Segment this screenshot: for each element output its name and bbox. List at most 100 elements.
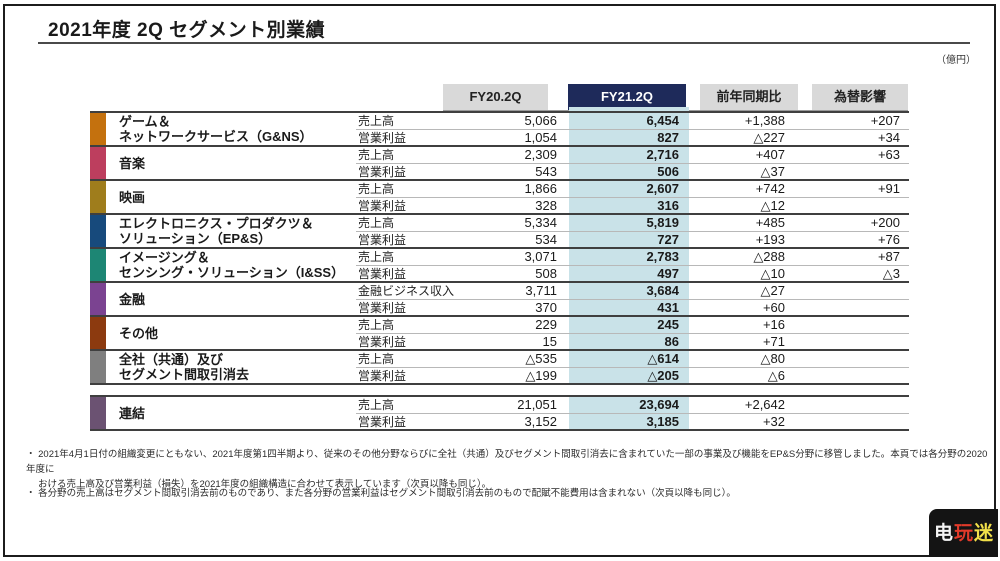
value-yoy: △227 bbox=[689, 129, 799, 145]
consolidated-table: 連結 売上高 21,051 23,694 +2,642 営業利益 3,152 3… bbox=[90, 395, 909, 431]
metric-label: 営業利益 bbox=[356, 333, 456, 349]
unit-label: （億円） bbox=[936, 55, 976, 66]
table-row-consolidated: 連結 売上高 21,051 23,694 +2,642 営業利益 3,152 3… bbox=[90, 397, 909, 431]
metric-label: 営業利益 bbox=[356, 129, 456, 145]
segment-color-bar bbox=[90, 113, 106, 145]
value-fx: +91 bbox=[877, 181, 900, 196]
segment-name: イメージング＆ センシング・ソリューション（I&SS） bbox=[119, 250, 345, 280]
value-fy21: 245 bbox=[569, 317, 689, 333]
segment-name: 音楽 bbox=[119, 155, 146, 171]
metric-label: 営業利益 bbox=[356, 367, 456, 383]
value-yoy: △37 bbox=[689, 163, 799, 179]
value-fx bbox=[799, 163, 909, 179]
value-fx: +200 bbox=[870, 215, 900, 230]
value-fx: +207 bbox=[870, 113, 900, 128]
table-row-pictures: 映画 売上高 1,866 2,607 +742 +91 営業利益 328 316… bbox=[90, 181, 909, 215]
value-yoy: +2,642 bbox=[744, 397, 785, 412]
page-title: 2021年度 2Q セグメント別業績 bbox=[48, 20, 326, 41]
value-yoy: +193 bbox=[689, 231, 799, 247]
value-fy20: 508 bbox=[456, 265, 569, 281]
fy21-highlight-band bbox=[569, 107, 689, 113]
value-fx bbox=[799, 317, 909, 333]
column-header-fy21: FY21.2Q bbox=[568, 84, 686, 110]
value-fy21: 3,684 bbox=[569, 283, 689, 299]
value-fy21: 2,783 bbox=[569, 249, 689, 265]
footnote-2: ・ 各分野の売上高はセグメント間取引消去前のものであり、また各分野の営業利益はセ… bbox=[26, 488, 736, 499]
value-fy21: △614 bbox=[569, 351, 689, 367]
table-row-corporate: 全社（共通）及び セグメント間取引消去 売上高 △535 △614 △80 営業利… bbox=[90, 351, 909, 385]
metric-label: 売上高 bbox=[358, 250, 395, 264]
value-fx bbox=[799, 197, 909, 213]
segment-color-bar bbox=[90, 317, 106, 349]
value-yoy: △12 bbox=[689, 197, 799, 213]
table-row-eps: エレクトロニクス・プロダクツ＆ ソリューション（EP&S） 売上高 5,334 5… bbox=[90, 215, 909, 249]
value-fy21: 497 bbox=[569, 265, 689, 281]
value-fx: △3 bbox=[799, 265, 909, 281]
value-fx bbox=[799, 397, 909, 413]
value-yoy: +742 bbox=[755, 181, 785, 196]
metric-label: 売上高 bbox=[358, 398, 395, 412]
value-fy21: 3,185 bbox=[569, 413, 689, 429]
segment-name: 全社（共通）及び セグメント間取引消去 bbox=[119, 352, 250, 382]
value-yoy: +485 bbox=[755, 215, 785, 230]
title-underline bbox=[38, 42, 970, 44]
value-fx bbox=[799, 283, 909, 299]
value-fy20: 229 bbox=[535, 317, 557, 332]
value-fx bbox=[799, 367, 909, 383]
metric-label: 営業利益 bbox=[356, 197, 456, 213]
value-fy20: 1,866 bbox=[524, 181, 557, 196]
value-fx bbox=[799, 299, 909, 315]
value-yoy: +407 bbox=[755, 147, 785, 162]
value-fy20: 21,051 bbox=[517, 397, 557, 412]
table-row-other: その他 売上高 229 245 +16 営業利益 15 86 +71 bbox=[90, 317, 909, 351]
column-header-yoy: 前年同期比 bbox=[700, 84, 798, 110]
watermark-logo: 电玩迷 bbox=[929, 509, 998, 557]
value-fx: +76 bbox=[799, 231, 909, 247]
value-fy20: 15 bbox=[456, 333, 569, 349]
value-fy21: 6,454 bbox=[569, 113, 689, 129]
segment-name: その他 bbox=[119, 325, 159, 341]
value-fy21: 23,694 bbox=[569, 397, 689, 413]
value-yoy: △80 bbox=[760, 351, 785, 366]
table-row-gns: ゲーム＆ ネットワークサービス（G&NS） 売上高 5,066 6,454 +1,… bbox=[90, 113, 909, 147]
value-fy20: 5,334 bbox=[524, 215, 557, 230]
value-fy20: 5,066 bbox=[524, 113, 557, 128]
value-fy21: △205 bbox=[569, 367, 689, 383]
segment-color-bar bbox=[90, 249, 106, 281]
value-fx bbox=[799, 333, 909, 349]
value-fy20: 534 bbox=[456, 231, 569, 247]
value-fy21: 316 bbox=[569, 197, 689, 213]
table-row-music: 音楽 売上高 2,309 2,716 +407 +63 営業利益 543 506… bbox=[90, 147, 909, 181]
value-fy20: 1,054 bbox=[456, 129, 569, 145]
metric-label: 金融ビジネス収入 bbox=[358, 284, 455, 298]
metric-label: 売上高 bbox=[358, 114, 395, 128]
value-yoy: +32 bbox=[689, 413, 799, 429]
segment-name: 映画 bbox=[119, 189, 146, 205]
segment-table: ゲーム＆ ネットワークサービス（G&NS） 売上高 5,066 6,454 +1,… bbox=[90, 111, 909, 385]
segment-color-bar bbox=[90, 147, 106, 179]
segment-color-bar bbox=[90, 397, 106, 429]
value-fx bbox=[799, 351, 909, 367]
metric-label: 売上高 bbox=[358, 182, 395, 196]
value-fy21: 827 bbox=[569, 129, 689, 145]
value-fy20: 543 bbox=[456, 163, 569, 179]
metric-label: 売上高 bbox=[358, 148, 395, 162]
column-header-fx: 為替影響 bbox=[812, 84, 908, 110]
value-fy21: 2,716 bbox=[569, 147, 689, 163]
value-yoy: △288 bbox=[753, 249, 785, 264]
value-fy20: 370 bbox=[456, 299, 569, 315]
value-yoy: +71 bbox=[689, 333, 799, 349]
segment-color-bar bbox=[90, 351, 106, 383]
segment-name: エレクトロニクス・プロダクツ＆ ソリューション（EP&S） bbox=[119, 216, 314, 246]
value-fy21: 431 bbox=[569, 299, 689, 315]
value-fy20: △199 bbox=[456, 367, 569, 383]
value-fx: +87 bbox=[877, 249, 900, 264]
value-yoy: △10 bbox=[689, 265, 799, 281]
metric-label: 営業利益 bbox=[356, 265, 456, 281]
value-yoy: △27 bbox=[760, 283, 785, 298]
value-fy20: 328 bbox=[456, 197, 569, 213]
segment-color-bar bbox=[90, 283, 106, 315]
metric-label: 売上高 bbox=[358, 352, 395, 366]
metric-label: 売上高 bbox=[358, 318, 395, 332]
metric-label: 営業利益 bbox=[356, 413, 456, 429]
